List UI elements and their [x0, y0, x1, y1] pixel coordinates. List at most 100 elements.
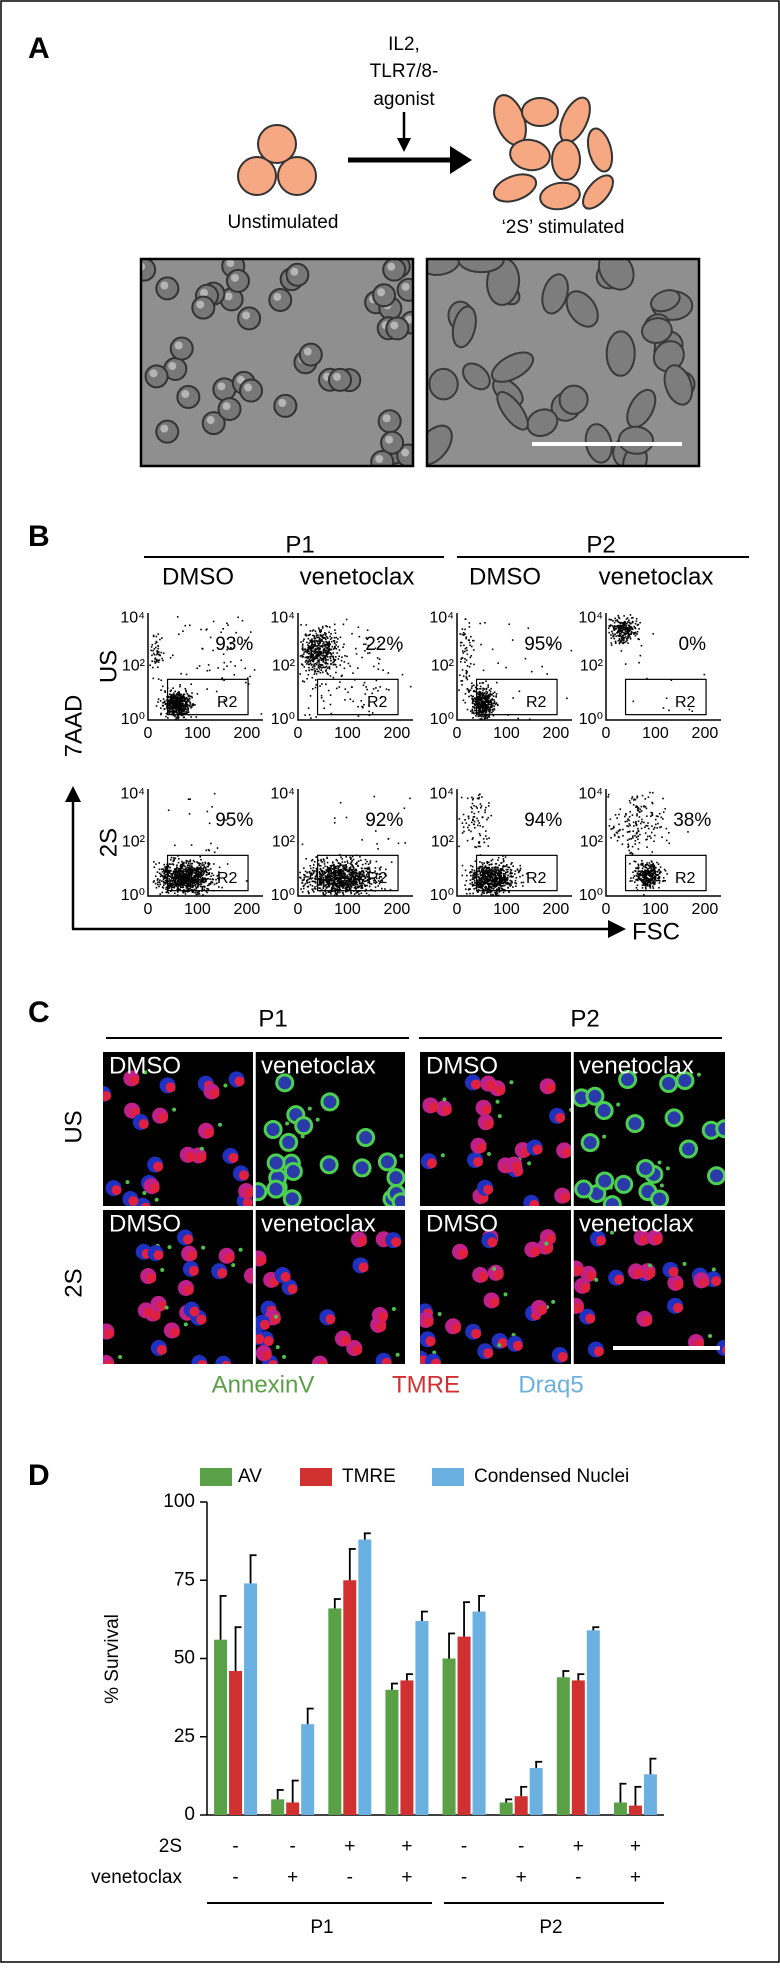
event-dot — [649, 862, 651, 864]
event-dot — [179, 698, 181, 700]
event-dot — [177, 616, 179, 618]
event-dot — [704, 674, 706, 676]
arrow-head — [397, 138, 411, 152]
event-dot — [368, 867, 370, 869]
event-dot — [631, 617, 633, 619]
event-dot — [192, 885, 194, 887]
event-dot — [477, 891, 479, 893]
event-dot — [626, 618, 628, 620]
event-dot — [362, 887, 364, 889]
event-dot — [322, 664, 324, 666]
event-dot — [182, 885, 184, 887]
event-dot — [499, 869, 501, 871]
event-dot — [494, 892, 496, 894]
event-dot — [481, 701, 483, 703]
event-dot — [179, 696, 181, 698]
event-dot — [479, 682, 481, 684]
event-dot — [627, 632, 629, 634]
cell-highlight — [168, 362, 176, 370]
event-dot — [340, 876, 342, 878]
event-dot — [202, 862, 204, 864]
event-dot — [350, 888, 352, 890]
event-dot — [158, 678, 160, 680]
event-dot — [323, 893, 325, 895]
event-dot — [160, 700, 162, 702]
event-dot — [308, 664, 310, 666]
event-dot — [184, 625, 186, 627]
y-tick-label: 10⁴ — [120, 786, 145, 803]
event-dot — [332, 656, 334, 658]
event-dot — [617, 615, 619, 617]
event-dot — [312, 877, 314, 879]
event-dot — [160, 714, 162, 716]
event-dot — [627, 628, 629, 630]
event-dot — [311, 653, 313, 655]
event-dot — [187, 711, 189, 713]
event-dot — [360, 700, 362, 702]
event-dot — [359, 636, 361, 638]
event-dot — [499, 878, 501, 880]
event-dot — [179, 871, 181, 873]
event-dot — [179, 686, 181, 688]
cell-highlight — [383, 414, 391, 422]
event-dot — [162, 871, 164, 873]
event-dot — [495, 877, 497, 879]
cell — [606, 331, 634, 376]
event-dot — [177, 884, 179, 886]
event-dot — [470, 689, 472, 691]
event-dot — [492, 649, 494, 651]
cell — [329, 369, 351, 391]
event-dot — [458, 689, 460, 691]
event-dot — [316, 651, 318, 653]
event-dot — [388, 838, 390, 840]
event-dot — [363, 879, 365, 881]
event-dot — [336, 688, 338, 690]
event-dot — [173, 857, 175, 859]
event-dot — [338, 878, 340, 880]
event-dot — [198, 862, 200, 864]
event-dot — [311, 655, 313, 657]
event-dot — [494, 876, 496, 878]
event-dot — [365, 859, 367, 861]
y-tick-label: 10⁰ — [579, 711, 603, 728]
event-dot — [361, 839, 363, 841]
event-dot — [483, 838, 485, 840]
event-dot — [620, 636, 622, 638]
event-dot — [319, 881, 321, 883]
event-dot — [484, 867, 486, 869]
event-dot — [181, 887, 183, 889]
cell — [171, 337, 193, 359]
event-dot — [176, 867, 178, 869]
event-dot — [626, 623, 628, 625]
event-dot — [327, 882, 329, 884]
event-dot — [172, 696, 174, 698]
event-dot — [174, 716, 176, 718]
event-dot — [467, 709, 469, 711]
event-dot — [340, 882, 342, 884]
event-dot — [310, 717, 312, 719]
cell-highlight — [226, 259, 234, 267]
event-dot — [196, 716, 198, 718]
event-dot — [312, 885, 314, 887]
event-dot — [502, 879, 504, 881]
event-dot — [227, 863, 229, 865]
event-dot — [314, 870, 316, 872]
event-dot — [189, 861, 191, 863]
event-dot — [359, 885, 361, 887]
event-dot — [490, 688, 492, 690]
event-dot — [201, 880, 203, 882]
event-dot — [321, 876, 323, 878]
event-dot — [168, 809, 170, 811]
event-dot — [174, 869, 176, 871]
event-dot — [311, 651, 313, 653]
event-dot — [334, 647, 336, 649]
event-dot — [614, 622, 616, 624]
event-dot — [308, 661, 310, 663]
event-dot — [477, 874, 479, 876]
event-dot — [159, 659, 161, 661]
percentage: 95% — [524, 634, 562, 655]
event-dot — [330, 875, 332, 877]
event-dot — [377, 690, 379, 692]
event-dot — [170, 691, 172, 693]
event-dot — [193, 860, 195, 862]
